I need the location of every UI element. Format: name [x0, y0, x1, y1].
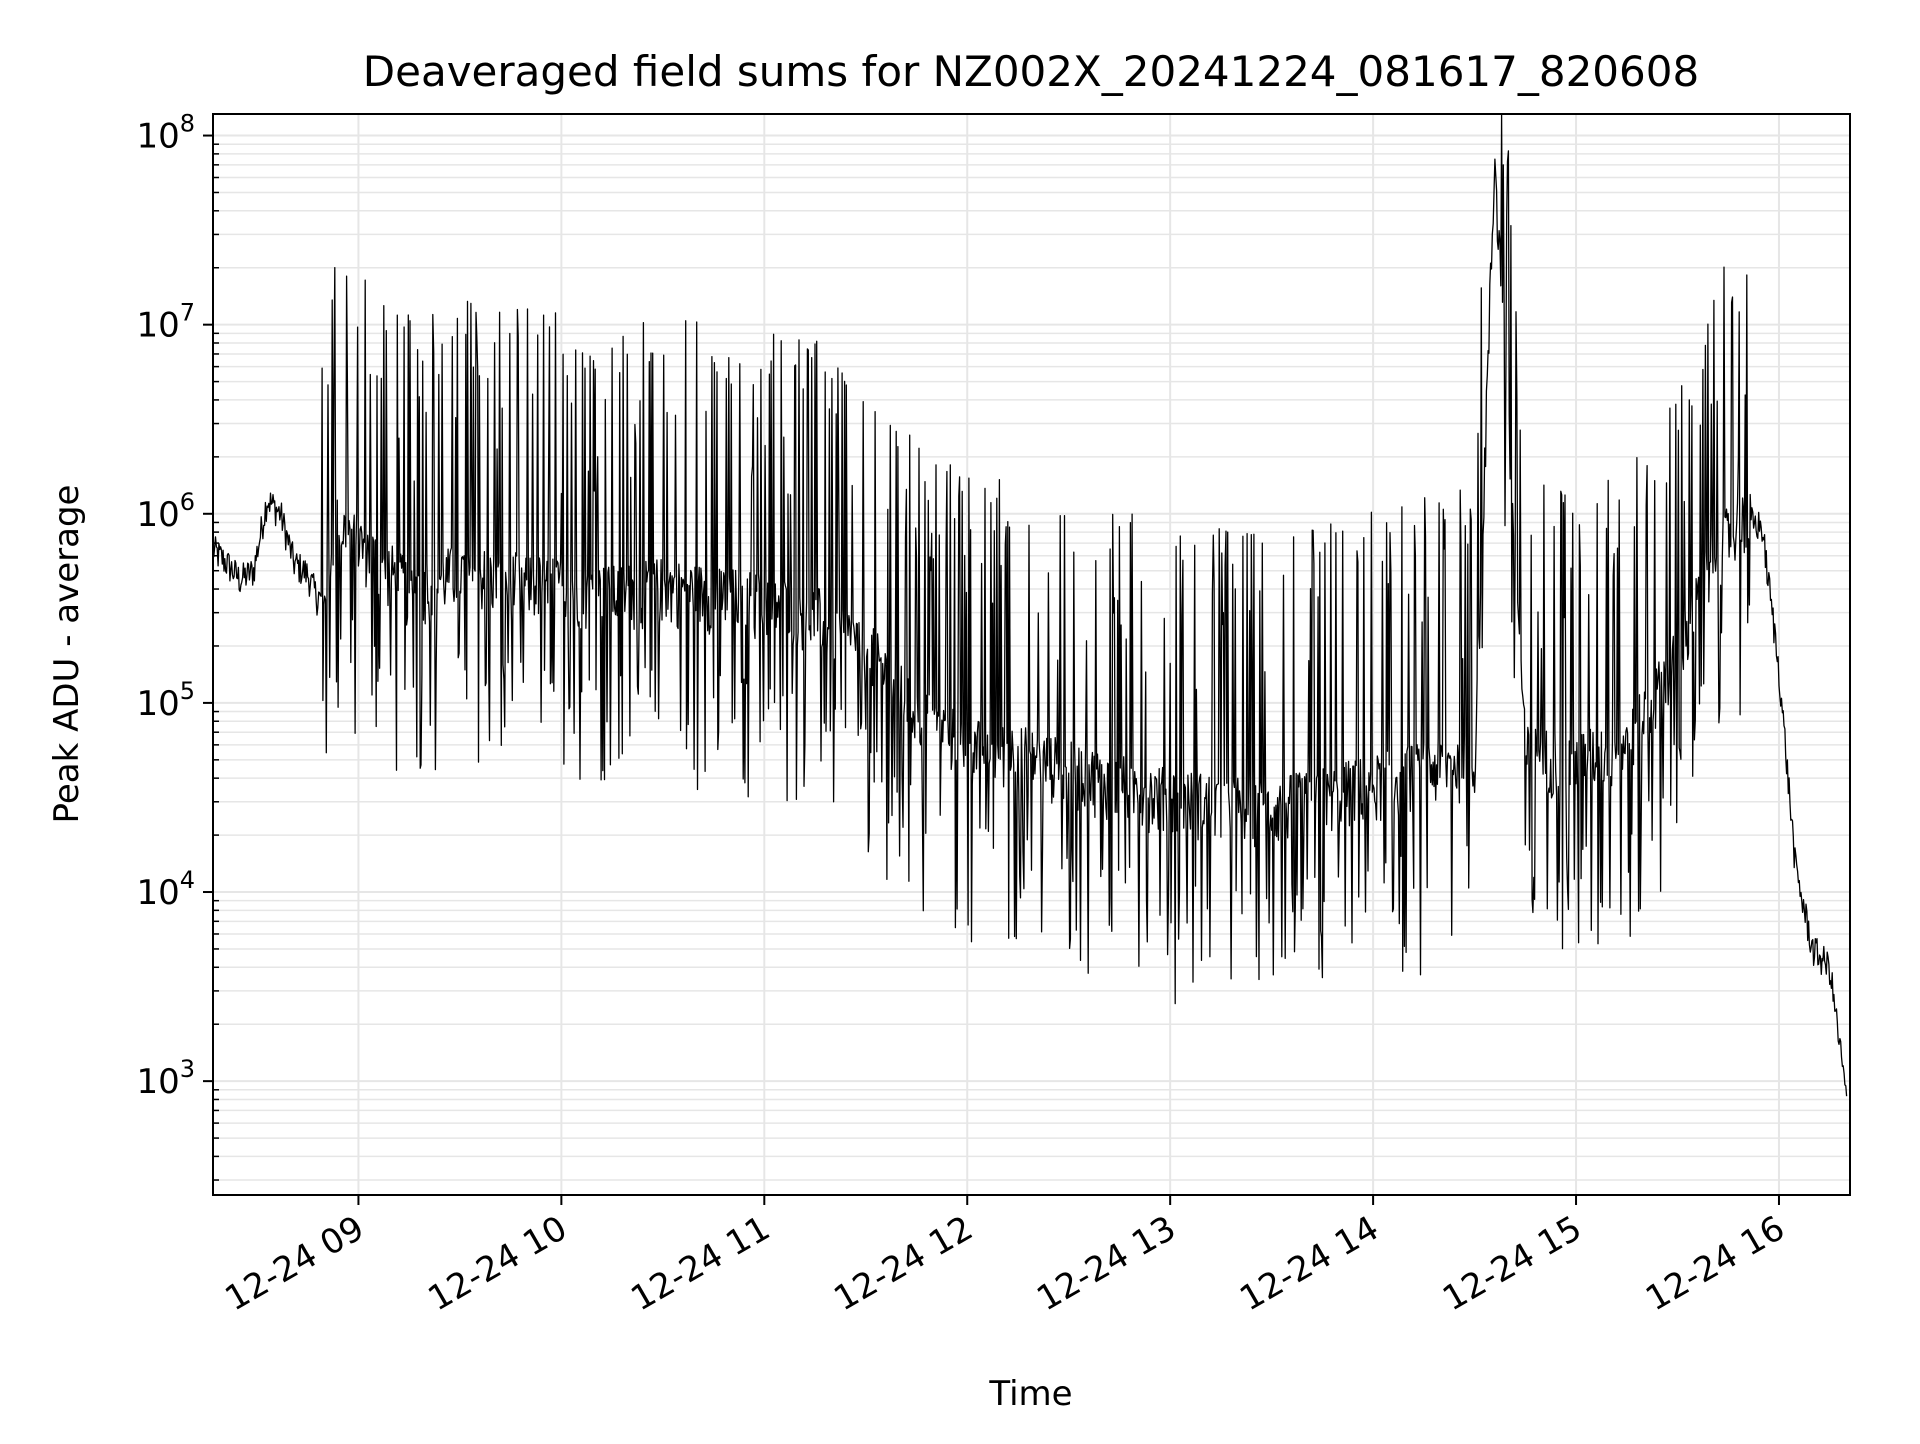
series-group — [212, 113, 1848, 1097]
plot-frame — [212, 113, 1851, 1196]
x-axis-label: Time — [988, 1374, 1072, 1414]
y-tick-label: 107 — [136, 299, 195, 346]
y-axis-label: Peak ADU - average — [47, 485, 87, 824]
y-tick-label: 103 — [136, 1055, 195, 1102]
y-tick-label: 108 — [136, 110, 195, 157]
y-tick-label: 105 — [136, 677, 195, 724]
series-line — [212, 113, 1848, 1097]
y-tick-label: 104 — [136, 866, 195, 913]
chart-title: Deaveraged field sums for NZ002X_2024122… — [363, 47, 1699, 96]
y-tick-label: 106 — [136, 488, 195, 535]
major-gridlines — [213, 114, 1850, 1195]
y-axis-ticks: 103 104 105 106 107 108 — [136, 110, 219, 1181]
